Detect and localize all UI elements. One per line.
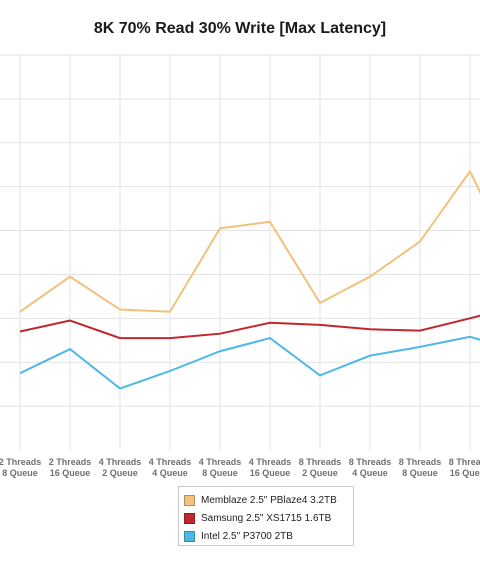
series-line-3: [19, 335, 480, 390]
chart-legend: Memblaze 2.5" PBlaze4 3.2TB Samsung 2.5" …: [178, 486, 354, 546]
series-line-2: [19, 314, 480, 340]
legend-swatch: [184, 494, 195, 506]
legend-item: Intel 2.5" P3700 2TB: [184, 527, 353, 545]
legend-swatch: [184, 512, 195, 524]
x-tick-label: 8 Threads 8 Queue: [399, 457, 442, 478]
x-tick-label: 8 Threads 4 Queue: [349, 457, 392, 478]
legend-item: Memblaze 2.5" PBlaze4 3.2TB: [184, 491, 353, 509]
x-tick-label: 4 Threads 2 Queue: [99, 457, 142, 478]
line-chart: 2 Threads 8 Queue 2 Threads 16 Queue 4 Threa…: [0, 54, 480, 478]
legend-item: Samsung 2.5" XS1715 1.6TB: [184, 509, 353, 527]
legend-label: Samsung 2.5" XS1715 1.6TB: [201, 512, 332, 524]
x-tick-label: 4 Threads 4 Queue: [149, 457, 192, 478]
series-layer: [19, 169, 480, 390]
chart-title: 8K 70% Read 30% Write [Max Latency]: [93, 20, 387, 37]
x-tick-label: 2 Threads 8 Queue: [0, 457, 41, 478]
x-tick-labels: 2 Threads 8 Queue 2 Threads 16 Queue 4 Threa…: [0, 457, 480, 478]
legend-label: Intel 2.5" P3700 2TB: [201, 530, 293, 542]
x-tick-label: 4 Threads 16 Queue: [249, 457, 292, 478]
grid-layer: [0, 54, 480, 450]
legend-label: Memblaze 2.5" PBlaze4 3.2TB: [201, 494, 337, 506]
x-tick-label: 2 Threads 16 Queue: [49, 457, 92, 478]
series-line-1: [19, 169, 480, 313]
legend-swatch: [184, 530, 195, 542]
x-tick-label: 8 Threads 2 Queue: [299, 457, 342, 478]
x-tick-label: 4 Threads 8 Queue: [199, 457, 242, 478]
